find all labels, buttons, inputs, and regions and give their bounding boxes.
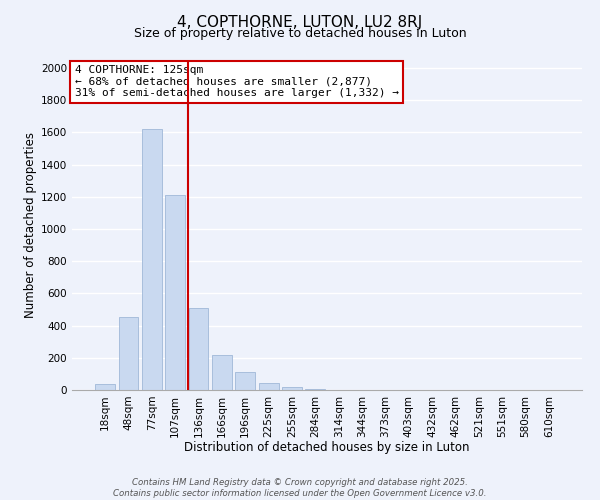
Y-axis label: Number of detached properties: Number of detached properties: [24, 132, 37, 318]
Text: Contains HM Land Registry data © Crown copyright and database right 2025.
Contai: Contains HM Land Registry data © Crown c…: [113, 478, 487, 498]
Bar: [142, 129, 162, 390]
Bar: [95, 384, 115, 390]
Bar: [282, 387, 302, 390]
Bar: [188, 308, 208, 390]
Bar: [212, 356, 232, 390]
X-axis label: Distribution of detached houses by size in Luton: Distribution of detached houses by size …: [184, 441, 470, 454]
Bar: [259, 383, 278, 390]
Text: Size of property relative to detached houses in Luton: Size of property relative to detached ho…: [134, 28, 466, 40]
Text: 4 COPTHORNE: 125sqm
← 68% of detached houses are smaller (2,877)
31% of semi-det: 4 COPTHORNE: 125sqm ← 68% of detached ho…: [74, 65, 398, 98]
Bar: [305, 389, 325, 390]
Bar: [235, 372, 255, 390]
Bar: [165, 195, 185, 390]
Text: 4, COPTHORNE, LUTON, LU2 8RJ: 4, COPTHORNE, LUTON, LU2 8RJ: [178, 15, 422, 30]
Bar: [119, 317, 139, 390]
